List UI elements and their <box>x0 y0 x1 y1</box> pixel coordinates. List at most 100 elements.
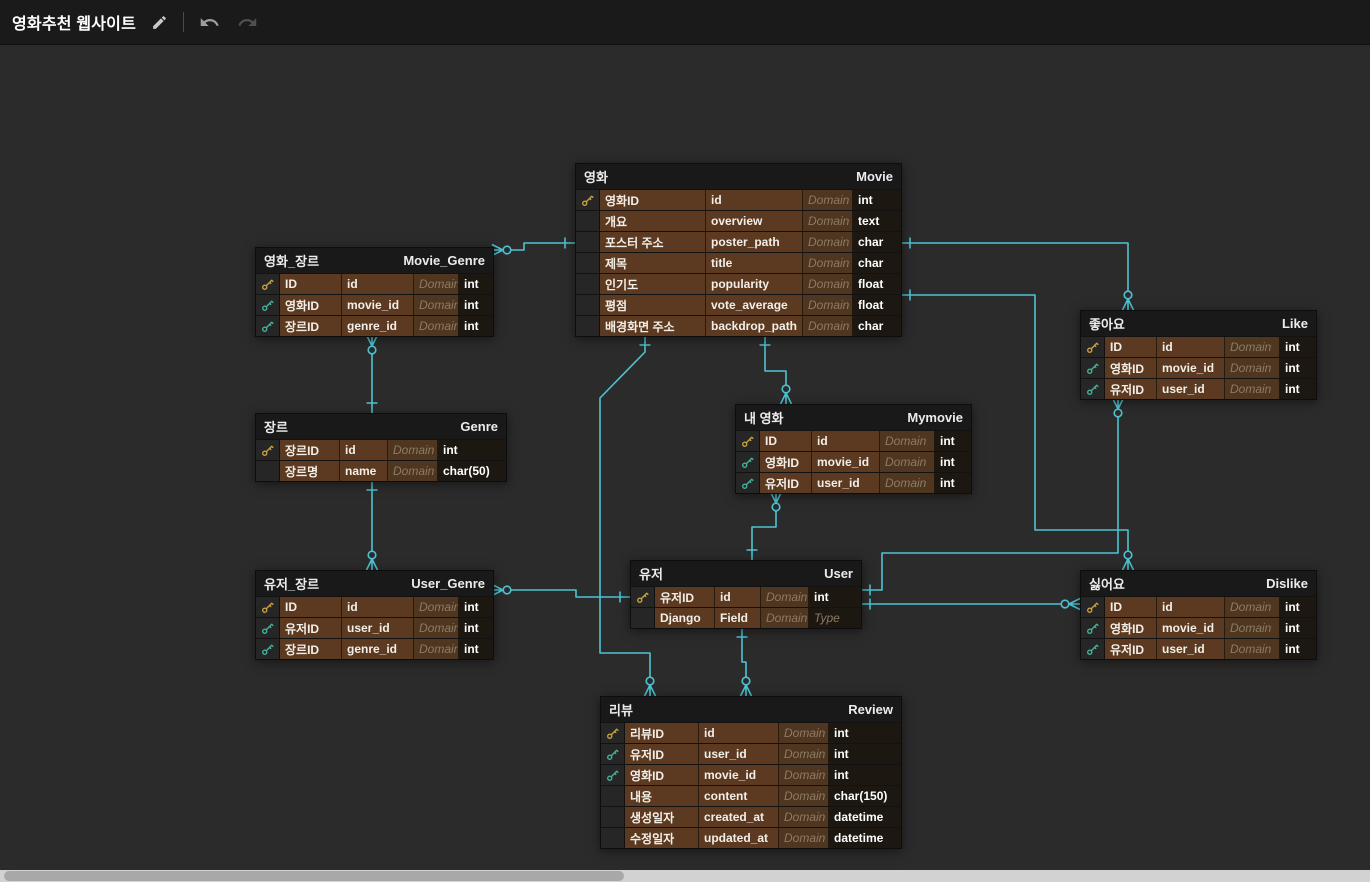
column-logical-name[interactable]: 유저ID <box>655 587 715 607</box>
column-domain[interactable]: Domain <box>1225 618 1280 638</box>
column-logical-name[interactable]: 제목 <box>600 253 706 273</box>
column-row-movie_genre-genre_id[interactable]: 장르ID genre_id Domain int <box>256 315 493 336</box>
column-domain[interactable]: Domain <box>779 765 829 785</box>
column-type[interactable]: float <box>853 295 901 315</box>
column-physical-name[interactable]: genre_id <box>342 316 414 336</box>
column-physical-name[interactable]: movie_id <box>342 295 414 315</box>
relationship-movie-mymovie[interactable] <box>759 335 793 405</box>
relationship-line[interactable] <box>746 491 783 560</box>
table-header-review[interactable]: 리뷰 Review <box>601 697 901 722</box>
column-domain[interactable]: Domain <box>1225 379 1280 399</box>
column-logical-name[interactable]: 포스터 주소 <box>600 232 706 252</box>
column-type[interactable]: char <box>853 253 901 273</box>
column-logical-name[interactable]: 평점 <box>600 295 706 315</box>
table-user[interactable]: 유저 User 유저ID id Domain int Django Field Domain Ty… <box>630 560 862 629</box>
column-type[interactable]: int <box>459 274 493 294</box>
column-logical-name[interactable]: 유저ID <box>760 473 812 493</box>
column-type[interactable]: int <box>935 452 971 472</box>
column-logical-name[interactable]: 유저ID <box>625 744 699 764</box>
table-header-user[interactable]: 유저 User <box>631 561 861 586</box>
column-domain[interactable]: Domain <box>761 587 809 607</box>
column-logical-name[interactable]: 장르ID <box>280 316 342 336</box>
column-row-movie-backdrop_path[interactable]: 배경화면 주소 backdrop_path Domain char <box>576 315 901 336</box>
column-logical-name[interactable]: ID <box>1105 597 1157 617</box>
table-movie[interactable]: 영화 Movie 영화ID id Domain int 개요 overview Domain te… <box>575 163 902 337</box>
relationship-line[interactable] <box>759 335 793 405</box>
relationship-line[interactable] <box>365 480 379 571</box>
column-type[interactable]: Type <box>809 608 861 628</box>
relationship-line[interactable] <box>900 237 1135 311</box>
column-logical-name[interactable]: 영화ID <box>600 190 706 210</box>
column-physical-name[interactable]: overview <box>706 211 803 231</box>
table-movie_genre[interactable]: 영화_장르 Movie_Genre ID id Domain int 영화ID movie_i… <box>255 247 494 337</box>
column-physical-name[interactable]: user_id <box>699 744 779 764</box>
column-row-user-Field[interactable]: Django Field Domain Type <box>631 607 861 628</box>
column-type[interactable]: int <box>935 431 971 451</box>
column-logical-name[interactable]: 장르명 <box>280 461 340 481</box>
column-row-review-id[interactable]: 리뷰ID id Domain int <box>601 722 901 743</box>
column-row-movie-popularity[interactable]: 인기도 popularity Domain float <box>576 273 901 294</box>
column-logical-name[interactable]: 유저ID <box>1105 379 1157 399</box>
column-logical-name[interactable]: 유저ID <box>1105 639 1157 659</box>
relationship-line[interactable] <box>860 397 1125 596</box>
column-physical-name[interactable]: vote_average <box>706 295 803 315</box>
column-logical-name[interactable]: ID <box>280 597 342 617</box>
column-type[interactable]: int <box>935 473 971 493</box>
table-user_genre[interactable]: 유저_장르 User_Genre ID id Domain int 유저ID user_id D… <box>255 570 494 660</box>
column-type[interactable]: float <box>853 274 901 294</box>
column-type[interactable]: int <box>438 440 506 460</box>
column-physical-name[interactable]: user_id <box>1157 639 1225 659</box>
edit-title-button[interactable] <box>149 12 170 33</box>
relationship-line[interactable] <box>491 237 575 257</box>
column-physical-name[interactable]: id <box>342 274 414 294</box>
column-type[interactable]: datetime <box>829 807 901 827</box>
column-type[interactable]: char(150) <box>829 786 901 806</box>
column-type[interactable]: int <box>1280 337 1316 357</box>
column-physical-name[interactable]: id <box>699 723 779 743</box>
column-physical-name[interactable]: user_id <box>812 473 880 493</box>
column-domain[interactable]: Domain <box>803 253 853 273</box>
relationship-line[interactable] <box>365 334 379 413</box>
column-logical-name[interactable]: 내용 <box>625 786 699 806</box>
column-physical-name[interactable]: movie_id <box>1157 358 1225 378</box>
column-domain[interactable]: Domain <box>779 723 829 743</box>
column-logical-name[interactable]: 유저ID <box>280 618 342 638</box>
column-physical-name[interactable]: Field <box>715 608 761 628</box>
column-domain[interactable]: Domain <box>880 452 935 472</box>
column-row-user-id[interactable]: 유저ID id Domain int <box>631 586 861 607</box>
column-type[interactable]: int <box>1280 597 1316 617</box>
column-type[interactable]: int <box>1280 618 1316 638</box>
column-row-dislike-user_id[interactable]: 유저ID user_id Domain int <box>1081 638 1316 659</box>
table-header-genre[interactable]: 장르 Genre <box>256 414 506 439</box>
table-header-dislike[interactable]: 싫어요 Dislike <box>1081 571 1316 596</box>
column-logical-name[interactable]: 장르ID <box>280 639 342 659</box>
column-row-mymovie-movie_id[interactable]: 영화ID movie_id Domain int <box>736 451 971 472</box>
column-domain[interactable]: Domain <box>803 232 853 252</box>
column-type[interactable]: char <box>853 316 901 336</box>
column-row-movie-poster_path[interactable]: 포스터 주소 poster_path Domain char <box>576 231 901 252</box>
relationship-movie-dislike[interactable] <box>900 289 1135 571</box>
relationship-line[interactable] <box>491 583 630 603</box>
column-row-review-user_id[interactable]: 유저ID user_id Domain int <box>601 743 901 764</box>
column-domain[interactable]: Domain <box>414 295 459 315</box>
column-domain[interactable]: Domain <box>1225 358 1280 378</box>
column-physical-name[interactable]: id <box>715 587 761 607</box>
column-row-genre-name[interactable]: 장르명 name Domain char(50) <box>256 460 506 481</box>
column-physical-name[interactable]: movie_id <box>1157 618 1225 638</box>
column-logical-name[interactable]: 개요 <box>600 211 706 231</box>
table-genre[interactable]: 장르 Genre 장르ID id Domain int 장르명 name Domain char(… <box>255 413 507 482</box>
relationship-user-like[interactable] <box>860 397 1125 596</box>
column-logical-name[interactable]: ID <box>760 431 812 451</box>
column-physical-name[interactable]: name <box>340 461 388 481</box>
column-logical-name[interactable]: 생성일자 <box>625 807 699 827</box>
column-physical-name[interactable]: updated_at <box>699 828 779 848</box>
column-domain[interactable]: Domain <box>803 295 853 315</box>
column-type[interactable]: int <box>459 295 493 315</box>
relationship-line[interactable] <box>736 627 753 697</box>
column-row-dislike-id[interactable]: ID id Domain int <box>1081 596 1316 617</box>
column-row-movie-overview[interactable]: 개요 overview Domain text <box>576 210 901 231</box>
column-physical-name[interactable]: id <box>342 597 414 617</box>
column-physical-name[interactable]: movie_id <box>699 765 779 785</box>
relationship-user-mymovie[interactable] <box>746 491 783 560</box>
column-type[interactable]: int <box>459 618 493 638</box>
